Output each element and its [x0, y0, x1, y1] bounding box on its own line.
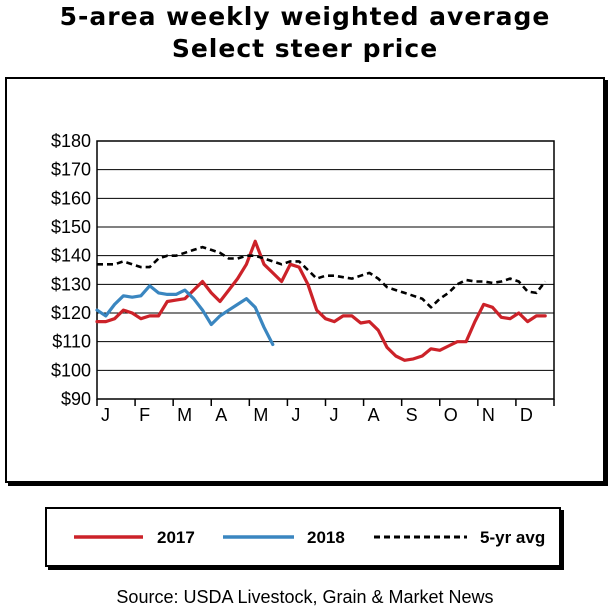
y-tick-label: $110: [52, 332, 91, 352]
plot-area: [97, 141, 554, 399]
y-tick-label: $130: [51, 274, 91, 294]
y-tick-label: $100: [51, 360, 91, 380]
legend-label: 5-yr avg: [480, 528, 545, 547]
x-tick-label-month: J: [291, 405, 300, 425]
x-tick-label-month: N: [482, 405, 495, 425]
x-tick-label-month: D: [520, 405, 533, 425]
x-tick-label-month: J: [330, 405, 339, 425]
x-tick-label-month: O: [444, 405, 458, 425]
x-tick-label-month: M: [253, 405, 268, 425]
price-line-chart: $90 $100 $110 $120 $130 $140 $150 $160 $170 $180 J…: [51, 131, 555, 425]
x-tick-label-month: J: [101, 405, 110, 425]
y-tick-label: $180: [51, 131, 91, 151]
y-tick-label: $90: [61, 389, 91, 409]
x-tick-label-month: A: [368, 405, 380, 425]
x-tick-label-month: S: [406, 405, 418, 425]
chart-title: 5-area weekly weighted average: [59, 2, 551, 31]
x-tick-label-month: A: [215, 405, 227, 425]
legend-graphic: 2017 2018 5-yr avg: [74, 528, 545, 547]
chart-subtitle: Select steer price: [171, 34, 439, 63]
source-note: Source: USDA Livestock, Grain & Market N…: [116, 587, 494, 607]
legend: 2017 2018 5-yr avg: [45, 507, 561, 567]
legend-label: 2018: [307, 528, 345, 547]
x-tick-label-month: M: [177, 405, 192, 425]
y-tick-label: $140: [51, 246, 91, 266]
series-line-2017: [95, 239, 547, 362]
y-tick-label: $160: [51, 188, 91, 208]
series-line-5-yr-avg: [97, 245, 547, 309]
y-tick-label: $170: [51, 160, 91, 180]
chart-panel: $90 $100 $110 $120 $130 $140 $150 $160 $170 $180 J…: [5, 77, 605, 483]
series-line-2018: [95, 284, 275, 347]
y-tick-label: $120: [51, 303, 91, 323]
x-tick-label-month: F: [139, 405, 150, 425]
legend-label: 2017: [157, 528, 195, 547]
y-tick-label: $150: [51, 217, 91, 237]
